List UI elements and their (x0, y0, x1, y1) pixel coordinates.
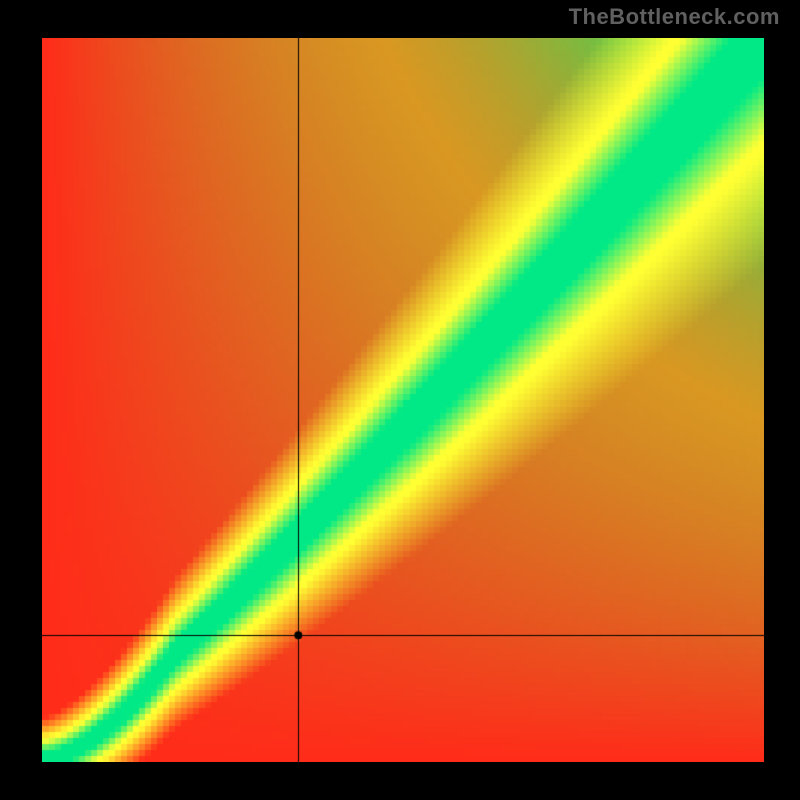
watermark-label: TheBottleneck.com (569, 4, 780, 30)
bottleneck-heatmap (42, 38, 764, 762)
